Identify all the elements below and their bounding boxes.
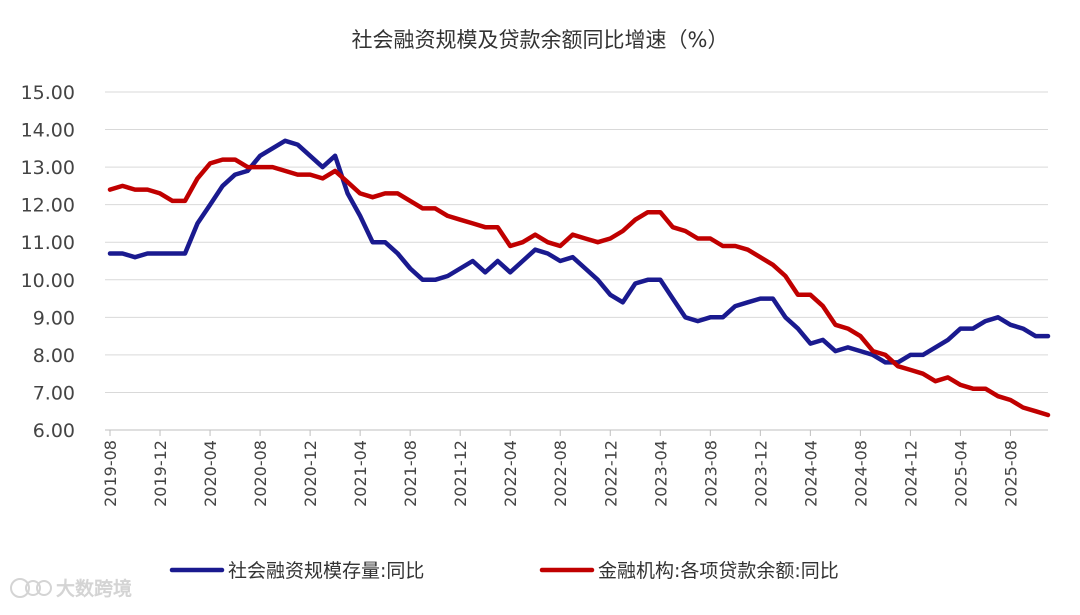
x-tick-label: 2020-04 bbox=[201, 440, 220, 507]
x-tick-label: 2020-12 bbox=[301, 440, 320, 507]
y-axis: 6.00 7.00 8.00 9.00 10.00 11.00 12.00 13.00 14.0… bbox=[21, 82, 75, 442]
y-tick-label: 7.00 bbox=[33, 382, 75, 404]
watermark: 大数跨境 bbox=[10, 577, 132, 600]
chart-title: 社会融资规模及贷款余额同比增速（%） bbox=[352, 28, 729, 52]
y-tick-label: 11.00 bbox=[21, 232, 75, 254]
x-tick-label: 2022-12 bbox=[601, 440, 620, 507]
x-tick-label: 2021-04 bbox=[351, 440, 370, 507]
x-tick-label: 2023-08 bbox=[701, 440, 720, 507]
x-tick-label: 2025-04 bbox=[951, 440, 970, 507]
x-tick-label: 2022-04 bbox=[501, 440, 520, 507]
x-tick-label: 2023-12 bbox=[751, 440, 770, 507]
x-tick-label: 2021-08 bbox=[401, 440, 420, 507]
x-tick-label: 2020-08 bbox=[251, 440, 270, 507]
legend: 社会融资规模存量:同比 金融机构:各项贷款余额:同比 bbox=[169, 560, 839, 582]
y-tick-label: 10.00 bbox=[21, 270, 75, 292]
gridlines bbox=[105, 91, 1048, 431]
y-tick-label: 12.00 bbox=[21, 195, 75, 217]
y-tick-label: 6.00 bbox=[33, 420, 75, 442]
x-tick-label: 2024-12 bbox=[901, 440, 920, 507]
x-tick-label: 2023-04 bbox=[651, 440, 670, 507]
x-tick-label: 2019-08 bbox=[101, 440, 120, 507]
x-tick-label: 2022-08 bbox=[551, 440, 570, 507]
x-tick-label: 2019-12 bbox=[151, 440, 170, 507]
legend-label: 社会融资规模存量:同比 bbox=[228, 560, 424, 582]
y-tick-label: 9.00 bbox=[33, 307, 75, 329]
x-tick-label: 2025-08 bbox=[1001, 440, 1020, 507]
x-tick-label: 2024-04 bbox=[801, 440, 820, 507]
y-tick-label: 13.00 bbox=[21, 157, 75, 179]
series-line-social-financing bbox=[107, 138, 1051, 365]
series-lines bbox=[107, 138, 1051, 418]
x-tick-label: 2024-08 bbox=[851, 440, 870, 507]
y-tick-label: 14.00 bbox=[21, 120, 75, 142]
x-tick-label: 2021-12 bbox=[451, 440, 470, 507]
y-tick-label: 8.00 bbox=[33, 345, 75, 367]
watermark-text: 大数跨境 bbox=[56, 577, 132, 600]
legend-label: 金融机构:各项贷款余额:同比 bbox=[598, 560, 839, 582]
series-line-loan-balance bbox=[107, 157, 1051, 418]
x-axis: 2019-08 2019-12 2020-04 2020-08 2020-12 2021-… bbox=[101, 430, 1020, 507]
watermark-logo-icon bbox=[10, 578, 52, 598]
y-tick-label: 15.00 bbox=[21, 82, 75, 104]
